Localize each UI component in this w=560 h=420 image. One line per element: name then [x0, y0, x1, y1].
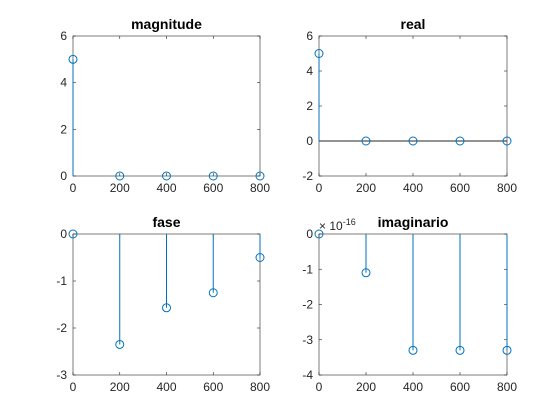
exponent-power: -16	[343, 217, 356, 227]
stem-marker	[68, 54, 78, 64]
stem-marker	[408, 345, 418, 355]
x-tick-label: 600	[203, 380, 223, 394]
y-tick-label: 0	[60, 227, 67, 241]
x-tick-label: 600	[450, 181, 470, 195]
x-tick-label: 400	[156, 181, 176, 195]
y-tick-label: -2	[56, 321, 67, 335]
y-tick-label: -4	[302, 368, 313, 382]
subplot-title: magnitude	[131, 16, 202, 32]
y-tick-label: 4	[306, 64, 313, 78]
y-tick-label: -3	[302, 333, 313, 347]
stem-marker	[255, 253, 265, 262]
x-tick-label: 600	[450, 380, 470, 394]
stem-marker	[455, 136, 465, 146]
y-tick-label: 4	[60, 76, 67, 90]
subplot-imaginario: 0 200 400 600 800 -4 -3 -2 -1 0 imaginario × 10-16	[302, 214, 517, 394]
y-tick-label: 0	[306, 227, 313, 241]
exponent-label: × 10-16	[319, 217, 356, 233]
x-tick-label: 0	[316, 380, 323, 394]
x-tick-label: 400	[403, 181, 423, 195]
subplot-title: fase	[152, 214, 180, 230]
stem-marker	[314, 49, 324, 58]
x-tick-label: 400	[403, 380, 423, 394]
x-tick-label: 400	[156, 380, 176, 394]
subplot-magnitude: 0 200 400 600 800 0 2 4 6 magnitude	[60, 16, 270, 195]
stem-marker	[208, 288, 218, 298]
x-tick-label: 800	[250, 181, 270, 195]
subplot-fase: 0 200 400 600 800 -3 -2 -1 0 fase	[56, 214, 270, 394]
x-tick-label: 200	[110, 380, 130, 394]
y-tick-label: -3	[56, 368, 67, 382]
stem-marker	[361, 268, 371, 278]
x-tick-label: 0	[70, 181, 77, 195]
stem-marker	[162, 171, 171, 181]
stem-marker	[115, 339, 125, 349]
stem-marker	[361, 136, 371, 146]
exponent-base: × 10	[319, 219, 343, 233]
y-tick-label: -2	[302, 298, 313, 312]
axes-box	[318, 35, 508, 177]
x-tick-label: 0	[70, 380, 77, 394]
stem-marker	[408, 136, 418, 146]
y-tick-label: 0	[60, 169, 67, 183]
x-tick-label: 600	[203, 181, 223, 195]
y-tick-label: -2	[302, 169, 313, 183]
y-tick-label: 2	[306, 99, 313, 113]
y-tick-label: 6	[306, 29, 313, 43]
stem-marker	[255, 171, 265, 181]
stem-marker	[502, 345, 512, 355]
subplot-title: real	[401, 16, 426, 32]
y-tick-label: 2	[60, 122, 67, 136]
y-tick-label: 0	[306, 134, 313, 148]
x-tick-label: 200	[356, 181, 376, 195]
stem-marker	[208, 171, 218, 181]
stem-marker	[115, 171, 125, 181]
subplot-title: imaginario	[378, 214, 449, 230]
stem-marker	[455, 345, 465, 355]
x-tick-label: 200	[356, 380, 376, 394]
x-tick-label: 800	[250, 380, 270, 394]
x-tick-label: 800	[497, 181, 517, 195]
stem-marker	[502, 136, 512, 146]
x-tick-label: 200	[110, 181, 130, 195]
x-tick-label: 0	[316, 181, 323, 195]
stem-marker	[68, 229, 78, 239]
y-tick-label: -1	[302, 262, 313, 276]
y-tick-label: 6	[60, 29, 67, 43]
axes-box	[72, 35, 261, 177]
x-tick-label: 800	[497, 380, 517, 394]
stem-marker	[162, 303, 171, 313]
stem-marker	[314, 229, 324, 239]
y-tick-label: -1	[56, 274, 67, 288]
